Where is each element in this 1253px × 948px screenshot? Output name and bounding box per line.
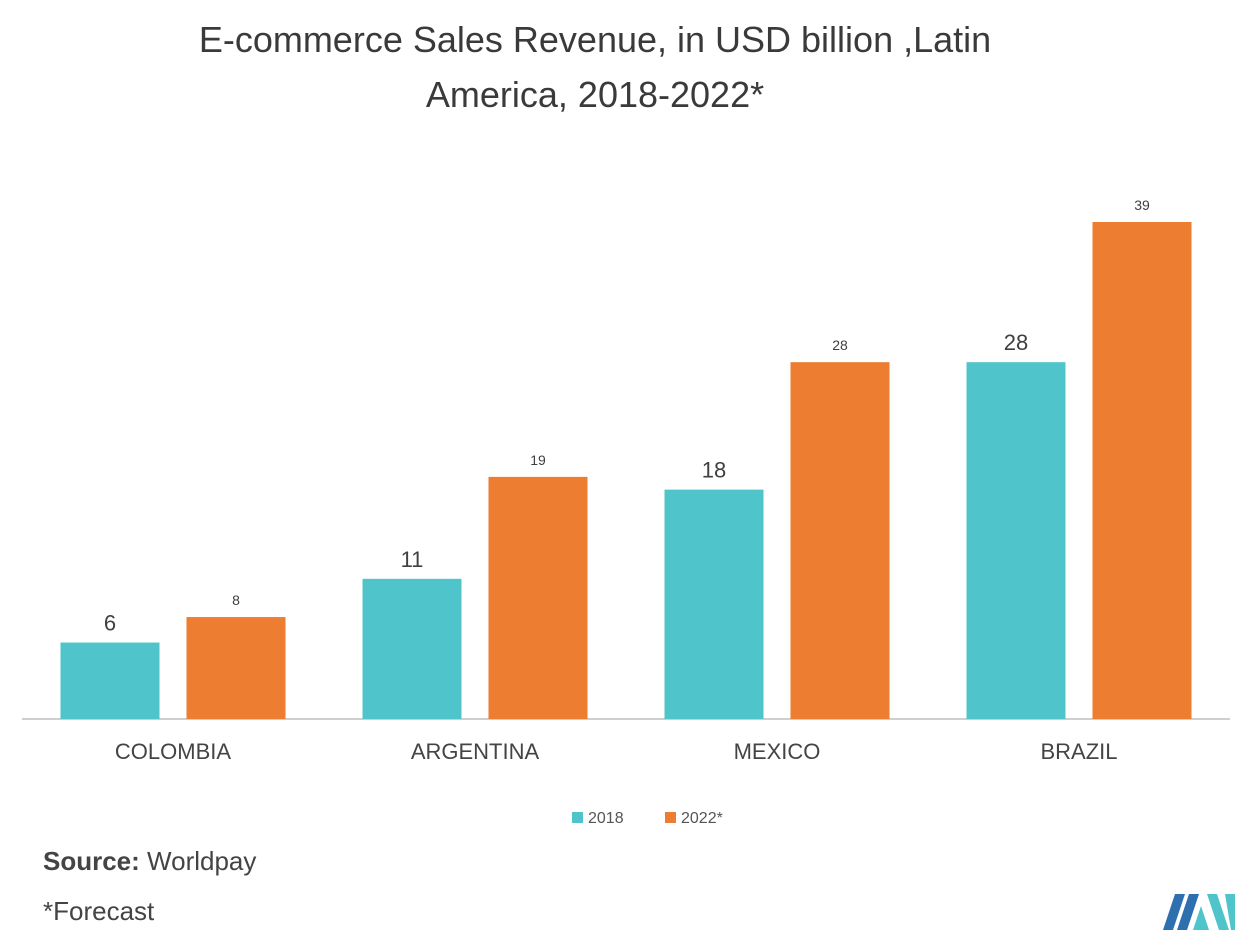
chart-title-line-1: E-commerce Sales Revenue, in USD billion… (198, 19, 992, 60)
x-tick-label: COLOMBIA (115, 739, 231, 764)
bar-mexico-2022 (790, 362, 890, 719)
brand-logo (1163, 894, 1235, 930)
bar-brazil-2018 (966, 362, 1066, 719)
x-tick-label: BRAZIL (1040, 739, 1117, 764)
legend-label: 2022* (681, 810, 723, 827)
bar-mexico-2018 (664, 489, 764, 719)
bar-colombia-2018 (60, 642, 160, 719)
bar-argentina-2018 (362, 578, 462, 719)
forecast-footnote: *Forecast (43, 896, 155, 926)
x-tick-label: ARGENTINA (411, 739, 540, 764)
x-tick-label: MEXICO (734, 739, 821, 764)
legend-swatch-2022 (665, 812, 676, 823)
source-note: Source: Worldpay (43, 846, 256, 877)
legend-label: 2018 (588, 810, 624, 827)
bar-argentina-2022 (488, 476, 588, 719)
data-label: 28 (832, 337, 848, 353)
chart-title-line-2: America, 2018-2022* (425, 74, 765, 115)
source-label: Source: (43, 846, 140, 876)
legend-swatch-2018 (572, 812, 583, 823)
data-label: 19 (530, 452, 546, 468)
data-label: 11 (401, 547, 424, 572)
data-label: 28 (1004, 330, 1028, 355)
bar-colombia-2022 (186, 617, 286, 719)
data-label: 8 (232, 592, 240, 608)
bar-brazil-2022 (1092, 222, 1192, 719)
data-label: 18 (702, 458, 726, 483)
data-label: 6 (104, 611, 116, 636)
data-label: 39 (1134, 197, 1150, 213)
source-value: Worldpay (147, 846, 257, 876)
chart-title: E-commerce Sales Revenue, in USD billion… (0, 12, 1190, 122)
